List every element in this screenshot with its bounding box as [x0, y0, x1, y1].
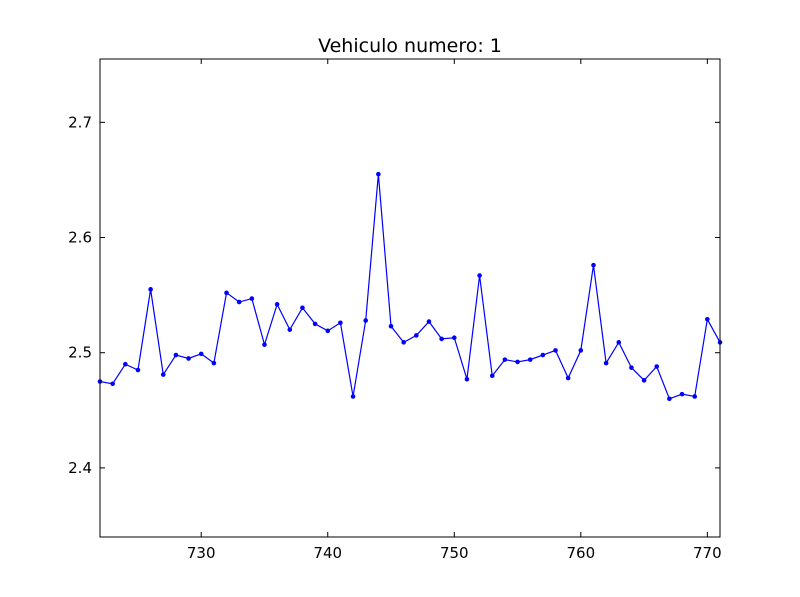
- data-point: [287, 327, 293, 332]
- data-point: [540, 352, 546, 358]
- data-point: [641, 378, 647, 383]
- data-point: [198, 351, 204, 357]
- data-point: [236, 299, 242, 305]
- data-point: [629, 365, 634, 370]
- data-point: [426, 319, 432, 324]
- data-point: [578, 348, 584, 353]
- series-line: [99, 174, 721, 400]
- data-point: [123, 361, 128, 367]
- data-point: [414, 333, 419, 338]
- data-point: [135, 367, 141, 373]
- data-point: [376, 171, 381, 177]
- data-point: [705, 317, 710, 322]
- data-point: [401, 340, 406, 345]
- chart-title: Vehiculo numero: 1: [318, 35, 502, 57]
- data-point: [224, 290, 229, 296]
- data-point: [489, 373, 495, 379]
- data-point: [527, 357, 533, 362]
- data-point: [274, 302, 280, 307]
- data-point: [515, 359, 520, 365]
- data-point: [565, 375, 571, 381]
- data-point: [160, 372, 166, 377]
- x-tick-label: 750: [440, 544, 469, 562]
- data-point: [262, 342, 267, 347]
- data-point: [312, 321, 318, 327]
- data-point: [477, 273, 482, 278]
- data-point: [439, 336, 444, 342]
- plot-frame: [99, 58, 721, 538]
- x-tick-label: 740: [313, 544, 342, 562]
- x-tick-label: 730: [187, 544, 216, 562]
- y-tick-label: 2.7: [68, 113, 92, 131]
- data-point: [692, 394, 697, 399]
- data-point: [363, 318, 369, 323]
- data-point: [591, 262, 596, 268]
- data-point: [148, 287, 153, 292]
- data-point: [300, 305, 305, 311]
- data-point: [325, 328, 331, 334]
- y-tick-label: 2.5: [68, 344, 92, 362]
- data-point: [186, 356, 191, 361]
- data-point: [464, 376, 470, 382]
- data-point: [679, 391, 685, 397]
- data-point: [451, 335, 457, 341]
- data-point: [211, 360, 217, 366]
- x-tick-label: 770: [693, 544, 722, 562]
- x-tick-label: 760: [566, 544, 595, 562]
- y-tick-label: 2.4: [68, 459, 92, 477]
- data-point: [350, 394, 356, 399]
- data-point: [388, 323, 394, 329]
- data-point: [654, 364, 660, 369]
- data-point: [249, 296, 255, 301]
- data-point: [667, 396, 672, 402]
- data-point: [502, 357, 508, 362]
- data-point: [110, 381, 115, 387]
- data-point: [553, 348, 558, 353]
- data-point: [338, 320, 343, 326]
- data-point: [603, 360, 609, 366]
- y-tick-label: 2.6: [68, 229, 92, 247]
- data-point: [616, 340, 622, 345]
- data-point: [173, 352, 179, 358]
